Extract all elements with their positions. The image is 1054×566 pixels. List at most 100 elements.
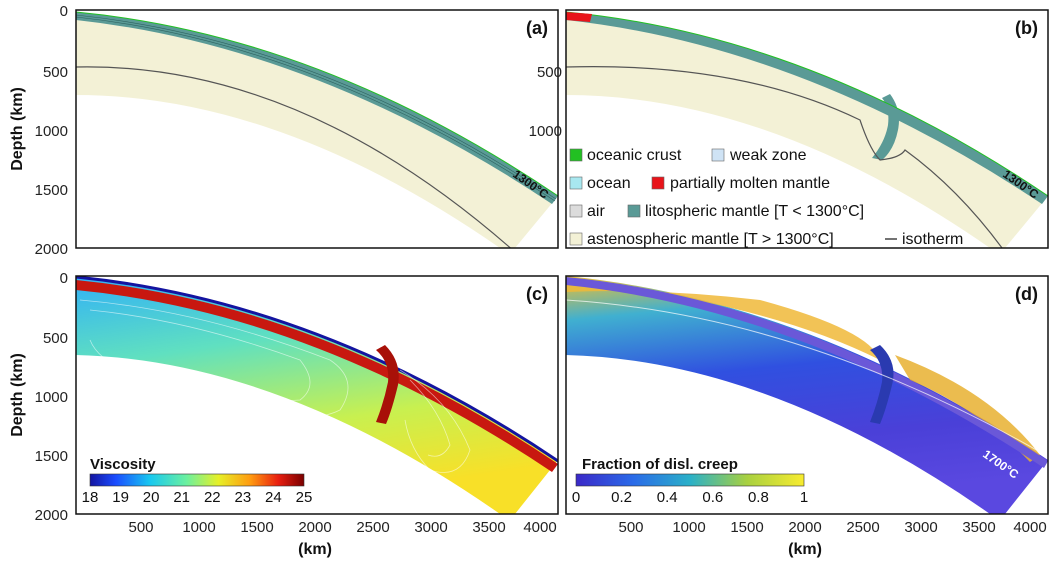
x-tick: 2000	[788, 519, 821, 536]
creep-colorbar: Fraction of disl. creep 0 0.2 0.4 0.6 0.…	[572, 456, 808, 506]
legend-swatch-air	[569, 204, 583, 218]
x-tick: 3000	[414, 519, 447, 536]
isotherm-line	[566, 66, 1003, 248]
isotherm-line	[76, 66, 512, 248]
crust-line	[566, 11, 1048, 197]
slab	[872, 94, 899, 160]
y-axis-top: 0 500 1000 1500 2000	[35, 3, 68, 258]
streamlines	[79, 299, 471, 473]
legend-swatch-lithospheric-mantle	[627, 204, 641, 218]
y-axis-label-bottom: Depth (km)	[9, 353, 26, 437]
y-tick: 1500	[35, 182, 68, 199]
x-tick: 500	[128, 519, 153, 536]
panel-a	[76, 11, 558, 248]
viscosity-top-edge	[76, 276, 558, 463]
x-tick: 1500	[730, 519, 763, 536]
asthenosphere-region	[566, 12, 1048, 248]
creep-colorbar-ramp	[575, 473, 805, 487]
creep-colorbar-title: Fraction of disl. creep	[582, 456, 738, 473]
panel-d-label: (d)	[1015, 284, 1038, 304]
creep-tick: 1	[800, 489, 808, 506]
viscosity-colorbar-title: Viscosity	[90, 456, 156, 473]
legend-swatch-oceanic-crust	[569, 148, 583, 162]
x-tick: 2000	[298, 519, 331, 536]
viscosity-tick: 18	[82, 489, 99, 506]
panel-c-label: (c)	[526, 284, 548, 304]
y-tick: 500	[43, 64, 68, 81]
creep-tick: 0.2	[611, 489, 632, 506]
panel-b-frame	[565, 9, 1049, 249]
crust-line	[76, 11, 558, 197]
legend-swatch-ocean	[569, 176, 583, 190]
legend-label-weak-zone: weak zone	[729, 147, 807, 164]
legend-label-lithospheric-mantle: litospheric mantle [T < 1300°C]	[645, 203, 864, 220]
panel-a-label: (a)	[526, 18, 548, 38]
viscosity-tick: 23	[235, 489, 252, 506]
panel-b	[566, 11, 1048, 248]
y-tick: 0	[60, 3, 68, 20]
creep-field	[566, 276, 1048, 514]
viscosity-tick: 19	[112, 489, 129, 506]
x-tick: 1000	[672, 519, 705, 536]
y-tick: 2000	[35, 241, 68, 258]
x-axis-label-left: (km)	[298, 541, 332, 558]
molten-region	[566, 12, 592, 22]
creep-tick: 0.6	[702, 489, 723, 506]
x-tick: 3500	[962, 519, 995, 536]
x-tick: 4000	[1013, 519, 1046, 536]
y-tick: 2000	[35, 507, 68, 524]
y-tick: 1000	[35, 389, 68, 406]
viscosity-field	[76, 276, 558, 514]
viscosity-colorbar: Viscosity 18 19 20 21 22 23 24 25	[82, 456, 313, 506]
panel-c	[76, 276, 558, 514]
x-tick: 500	[618, 519, 643, 536]
viscosity-tick: 24	[265, 489, 282, 506]
x-axis-right: 500 1000 1500 2000 2500 3000 3500 4000	[618, 519, 1046, 536]
y-axis-right-top: 500 1000	[529, 64, 562, 140]
x-tick: 2500	[846, 519, 879, 536]
legend-label-ocean: ocean	[587, 175, 631, 192]
x-tick: 1000	[182, 519, 215, 536]
legend-label-asthenospheric-mantle: astenospheric mantle [T > 1300°C]	[587, 231, 834, 248]
isotherm-line	[566, 299, 1041, 453]
y-tick: 1000	[529, 123, 562, 140]
viscosity-tick: 21	[173, 489, 190, 506]
panel-d-frame	[565, 275, 1049, 515]
y-tick: 0	[60, 270, 68, 287]
y-tick: 1500	[35, 448, 68, 465]
legend-swatch-weak-zone	[711, 148, 725, 162]
legend-swatch-partially-molten	[651, 176, 665, 190]
creep-tick: 0.8	[748, 489, 769, 506]
x-tick: 1500	[240, 519, 273, 536]
legend-label-isotherm: isotherm	[902, 231, 963, 248]
y-axis-bottom: 0 500 1000 1500 2000	[35, 270, 68, 524]
y-axis-label-top: Depth (km)	[9, 87, 26, 171]
x-axis-left: 500 1000 1500 2000 2500 3000 3500 4000	[128, 519, 556, 536]
viscosity-colorbar-ramp	[89, 473, 305, 487]
viscosity-tick: 22	[204, 489, 221, 506]
legend-label-air: air	[587, 203, 605, 220]
y-tick: 1000	[35, 123, 68, 140]
asthenosphere-region	[76, 12, 558, 248]
legend-swatch-asthenospheric-mantle	[569, 232, 583, 246]
creep-hot-zone	[566, 282, 880, 360]
viscosity-tick: 20	[143, 489, 160, 506]
x-tick: 3500	[472, 519, 505, 536]
creep-tick: 0	[572, 489, 580, 506]
legend-label-oceanic-crust: oceanic crust	[587, 147, 682, 164]
creep-slab	[870, 345, 894, 424]
x-tick: 2500	[356, 519, 389, 536]
y-tick: 500	[43, 330, 68, 347]
panel-d	[566, 276, 1048, 514]
legend-label-partially-molten: partially molten mantle	[670, 175, 830, 192]
viscosity-slab	[376, 345, 399, 424]
lithosphere-contours	[76, 14, 557, 202]
viscosity-tick: 25	[296, 489, 313, 506]
x-axis-label-right: (km)	[788, 541, 822, 558]
panel-a-frame	[75, 9, 559, 249]
creep-tick: 0.4	[657, 489, 678, 506]
legend: oceanic crust weak zone ocean partially …	[569, 147, 963, 248]
y-tick: 500	[537, 64, 562, 81]
panel-c-frame	[75, 275, 559, 515]
